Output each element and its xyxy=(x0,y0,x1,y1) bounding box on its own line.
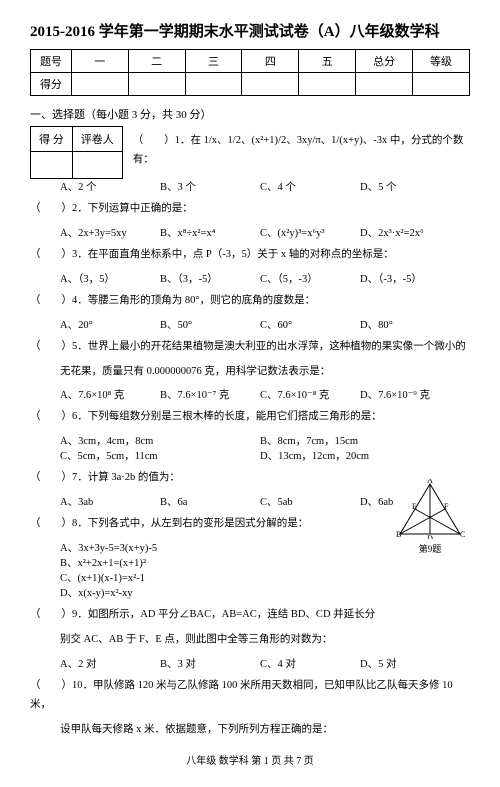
td: 得分 xyxy=(31,73,72,96)
figure-caption: 第9题 xyxy=(390,542,470,555)
option-b: B、3 个 xyxy=(160,179,260,194)
td xyxy=(71,73,128,96)
option-d: D、x(x-y)=x²-xy xyxy=(60,585,260,600)
question-5b: 无花果，质量只有 0.000000076 克，用科学记数法表示是： xyxy=(60,363,470,382)
page-footer: 八年级 数学科 第 1 页 共 7 页 xyxy=(30,752,470,767)
question-6: （ ）6．下列每组数分别是三根木棒的长度，能用它们搭成三角形的是： xyxy=(30,408,470,427)
option-d: D、2x³·x²=2x⁶ xyxy=(360,225,460,240)
th: 题号 xyxy=(31,50,72,73)
grader-table: 得 分评卷人 xyxy=(30,126,123,179)
option-b: B、7.6×10⁻⁷ 克 xyxy=(160,387,260,402)
figure-q9: A E F B D C 第9题 xyxy=(390,479,470,555)
td xyxy=(356,73,413,96)
q-expr: 1/x、1/2、(x²+1)/2、3xy/π、1/(x+y)、-3x xyxy=(204,135,388,146)
td xyxy=(72,152,122,179)
svg-text:A: A xyxy=(427,479,433,485)
option-c: C、7.6×10⁻⁸ 克 xyxy=(260,387,360,402)
option-d: D、（-3，-5） xyxy=(360,271,460,286)
option-d: D、13cm，12cm，20cm xyxy=(260,448,460,463)
th: 得 分 xyxy=(31,127,73,152)
option-a: A、（3，5） xyxy=(60,271,160,286)
td xyxy=(299,73,356,96)
option-c: C、（5，-3） xyxy=(260,271,360,286)
td xyxy=(242,73,299,96)
question-9b: 别交 AC、AB 于 F、E 点，则此图中全等三角形的对数为： xyxy=(60,631,470,650)
option-b: B、（3，-5） xyxy=(160,271,260,286)
option-a: A、2 个 xyxy=(60,179,160,194)
question-9: （ ）9．如图所示，AD 平分∠BAC，AB=AC，连结 BD、CD 并延长分 xyxy=(30,606,470,625)
th: 等级 xyxy=(413,50,470,73)
option-b: B、8cm，7cm，15cm xyxy=(260,433,460,448)
question-10: （ ）10．甲队修路 120 米与乙队修路 100 米所用天数相同，已知甲队比乙… xyxy=(30,677,470,715)
score-header-table: 题号 一 二 三 四 五 总分 等级 得分 xyxy=(30,49,470,96)
option-a: A、7.6×10⁸ 克 xyxy=(60,387,160,402)
question-4: （ ）4．等腰三角形的顶角为 80°，则它的底角的度数是： xyxy=(30,292,470,311)
option-c: C、60° xyxy=(260,317,360,332)
option-c: C、5cm，5cm，11cm xyxy=(60,448,260,463)
option-b: B、50° xyxy=(160,317,260,332)
option-d: D、7.6×10⁻⁹ 克 xyxy=(360,387,460,402)
th: 五 xyxy=(299,50,356,73)
question-10b: 设甲队每天修路 x 米．依据题意，下列所列方程正确的是： xyxy=(60,721,470,740)
option-c: C、(x²y)³=x⁶y³ xyxy=(260,225,360,240)
option-d: D、5 对 xyxy=(360,656,460,671)
option-a: A、3x+3y-5=3(x+y)-5 xyxy=(60,540,260,555)
question-3: （ ）3．在平面直角坐标系中，点 P（-3，5）关于 x 轴的对称点的坐标是： xyxy=(30,246,470,265)
td xyxy=(31,152,73,179)
td xyxy=(185,73,242,96)
q-text: （ ）1．在 xyxy=(133,135,201,146)
option-d: D、6ab xyxy=(360,494,460,509)
option-b: B、x⁸÷x²=x⁴ xyxy=(160,225,260,240)
option-a: A、2x+3y=5xy xyxy=(60,225,160,240)
question-1: （ ）1．在 1/x、1/2、(x²+1)/2、3xy/π、1/(x+y)、-3… xyxy=(133,132,470,170)
svg-text:D: D xyxy=(427,534,433,539)
option-c: C、4 对 xyxy=(260,656,360,671)
td xyxy=(128,73,185,96)
svg-text:C: C xyxy=(460,530,465,539)
question-5: （ ）5．世界上最小的开花结果植物是澳大利亚的出水浮萍，这种植物的果实像一个微小… xyxy=(30,338,470,357)
th: 四 xyxy=(242,50,299,73)
option-b: B、3 对 xyxy=(160,656,260,671)
option-c: C、(x+1)(x-1)=x²-1 xyxy=(60,570,260,585)
td xyxy=(413,73,470,96)
option-c: C、4 个 xyxy=(260,179,360,194)
section-heading: 一、选择题（每小题 3 分，共 30 分） xyxy=(30,106,470,122)
exam-title: 2015-2016 学年第一学期期末水平测试试卷（A）八年级数学科 xyxy=(30,20,470,41)
th: 一 xyxy=(71,50,128,73)
option-d: D、80° xyxy=(360,317,460,332)
th: 总分 xyxy=(356,50,413,73)
option-c: C、5ab xyxy=(260,494,360,509)
question-2: （ ）2．下列运算中正确的是： xyxy=(30,200,470,219)
th: 评卷人 xyxy=(72,127,122,152)
option-a: A、2 对 xyxy=(60,656,160,671)
option-d: D、5 个 xyxy=(360,179,460,194)
option-a: A、20° xyxy=(60,317,160,332)
option-a: A、3ab xyxy=(60,494,160,509)
th: 三 xyxy=(185,50,242,73)
option-a: A、3cm，4cm，8cm xyxy=(60,433,260,448)
option-b: B、x²+2x+1=(x+1)² xyxy=(60,555,260,570)
option-b: B、6a xyxy=(160,494,260,509)
th: 二 xyxy=(128,50,185,73)
svg-text:B: B xyxy=(396,530,401,539)
